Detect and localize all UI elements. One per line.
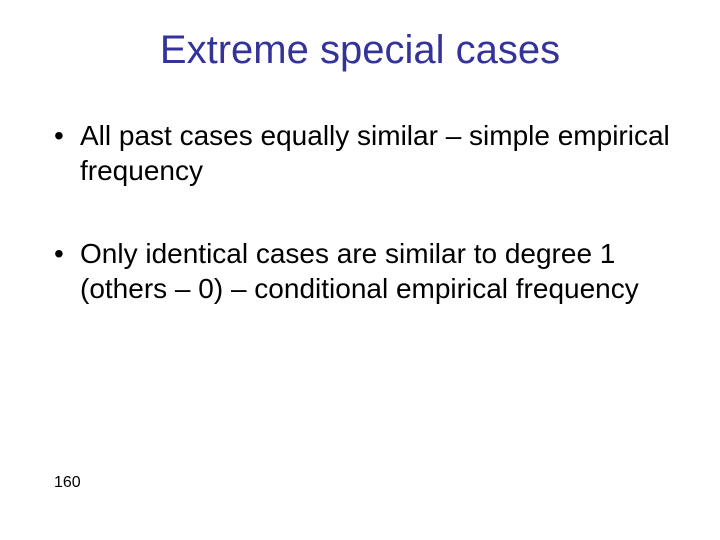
- bullet-text: All past cases equally similar – simple …: [80, 120, 670, 186]
- slide: Extreme special cases All past cases equ…: [0, 0, 720, 540]
- page-number: 160: [54, 474, 81, 492]
- bullet-item: All past cases equally similar – simple …: [54, 118, 680, 188]
- bullet-list: All past cases equally similar – simple …: [54, 118, 680, 354]
- bullet-text: Only identical cases are similar to degr…: [80, 238, 639, 304]
- slide-title: Extreme special cases: [0, 28, 720, 73]
- bullet-item: Only identical cases are similar to degr…: [54, 236, 680, 306]
